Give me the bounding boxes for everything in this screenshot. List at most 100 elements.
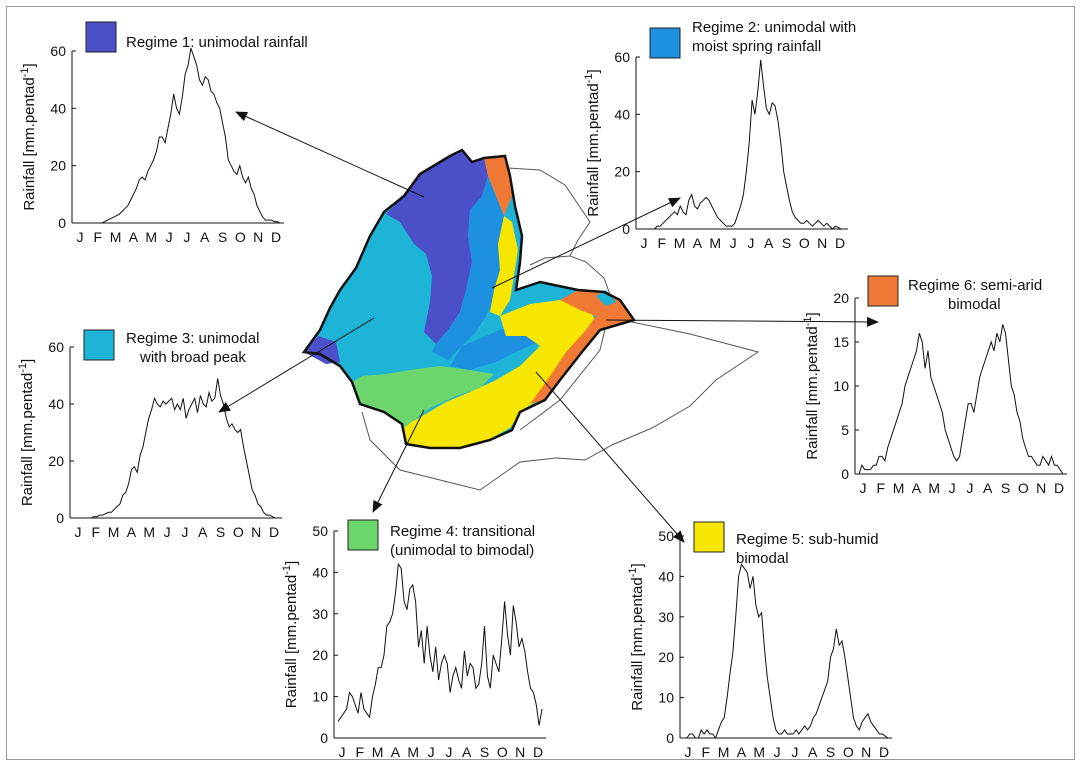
x-tick-label: M: [718, 744, 730, 760]
regime-arrows: [218, 111, 879, 543]
x-tick-label: M: [893, 480, 905, 496]
x-tick-label: D: [271, 229, 281, 245]
x-tick-label: O: [497, 744, 508, 760]
x-tick-label: A: [764, 235, 774, 251]
x-tick-label: A: [200, 229, 210, 245]
x-tick-label: J: [791, 744, 798, 760]
x-tick-label: M: [372, 744, 384, 760]
x-tick-label: O: [235, 229, 246, 245]
legend-label: Regime 6: semi-arid: [908, 277, 1042, 294]
x-tick-label: F: [658, 235, 667, 251]
y-tick-label: 0: [841, 466, 849, 482]
x-tick-label: S: [218, 229, 227, 245]
x-tick-label: J: [641, 235, 648, 251]
x-tick-label: J: [685, 744, 692, 760]
x-tick-label: F: [702, 744, 711, 760]
x-tick-label: A: [737, 744, 747, 760]
x-tick-label: N: [253, 229, 263, 245]
legend-swatch: [649, 27, 681, 59]
x-tick-label: J: [428, 744, 435, 760]
rainfall-series-line: [76, 47, 281, 224]
x-tick-label: N: [515, 744, 525, 760]
legend-swatch: [867, 275, 899, 307]
y-tick-label: 60: [614, 49, 630, 65]
y-tick-label: 5: [841, 422, 849, 438]
rainfall-series-line: [74, 378, 278, 519]
arrow-regime1: [235, 111, 425, 198]
x-tick-label: J: [860, 480, 867, 496]
x-tick-label: J: [966, 480, 973, 496]
x-tick-label: F: [356, 744, 365, 760]
x-tick-label: A: [693, 235, 703, 251]
x-tick-label: J: [949, 480, 956, 496]
regime6-ne-tip: [596, 290, 616, 306]
legend-label-line2: bimodal: [736, 550, 789, 567]
y-tick-label: 30: [312, 606, 328, 622]
rainfall-series-line: [858, 324, 1064, 475]
y-tick-label: 20: [658, 649, 674, 665]
y-tick-label: 20: [614, 164, 630, 180]
x-tick-label: J: [75, 524, 82, 540]
y-tick-label: 0: [666, 730, 674, 746]
y-tick-label: 20: [48, 453, 64, 469]
x-tick-label: O: [1018, 480, 1029, 496]
x-tick-label: D: [879, 744, 889, 760]
x-tick-label: F: [877, 480, 886, 496]
legend-swatch: [83, 329, 115, 361]
y-tick-label: 40: [658, 568, 674, 584]
x-tick-label: M: [709, 235, 721, 251]
arrow-regime4: [372, 409, 425, 513]
y-tick-label: 40: [48, 396, 64, 412]
x-tick-label: D: [533, 744, 543, 760]
x-tick-label: M: [108, 524, 120, 540]
x-tick-label: J: [445, 744, 452, 760]
y-tick-label: 20: [50, 158, 66, 174]
y-tick-label: 60: [48, 339, 64, 355]
figure-frame: [6, 6, 1075, 760]
y-tick-label: 0: [56, 510, 64, 526]
legend-label: Regime 4: transitional: [390, 523, 535, 540]
y-tick-label: 0: [622, 221, 630, 237]
basin-outline: [301, 148, 637, 450]
y-tick-label: 10: [312, 689, 328, 705]
x-tick-label: A: [462, 744, 472, 760]
x-tick-label: M: [407, 744, 419, 760]
y-tick-label: 20: [833, 290, 849, 306]
y-axis-label: Rainfall [mm.pentad-1]: [802, 312, 821, 459]
y-axis-label: Rainfall [mm.pentad-1]: [19, 63, 38, 210]
x-tick-label: D: [1054, 480, 1064, 496]
rainfall-series-line: [337, 562, 543, 726]
x-tick-label: F: [92, 524, 101, 540]
basin-map: [301, 148, 760, 491]
legend-swatch: [693, 521, 725, 553]
rainfall-series-line: [640, 59, 844, 230]
neighbor-outline-east: [361, 167, 760, 491]
x-tick-label: M: [143, 524, 155, 540]
x-tick-label: M: [928, 480, 940, 496]
legend-label: Regime 3: unimodal: [126, 330, 259, 347]
x-tick-label: A: [129, 229, 139, 245]
x-tick-label: N: [251, 524, 261, 540]
y-axis-label: Rainfall [mm.pentad-1]: [583, 69, 602, 216]
x-tick-label: J: [166, 229, 173, 245]
x-tick-label: F: [94, 229, 103, 245]
x-tick-label: J: [164, 524, 171, 540]
regime6-north-strip: [484, 156, 512, 216]
legend-label-line2: (unimodal to bimodal): [390, 542, 534, 559]
arrow-regime2: [491, 197, 681, 289]
arrow-regime3: [218, 317, 375, 413]
y-tick-label: 50: [658, 528, 674, 544]
x-tick-label: J: [181, 524, 188, 540]
y-tick-label: 40: [614, 106, 630, 122]
y-tick-label: 20: [312, 647, 328, 663]
legend-label-line2: bimodal: [948, 296, 1001, 313]
legend-label-line2: with broad peak: [139, 349, 246, 366]
y-axis-label: Rainfall [mm.pentad-1]: [17, 359, 36, 506]
y-tick-label: 40: [312, 564, 328, 580]
